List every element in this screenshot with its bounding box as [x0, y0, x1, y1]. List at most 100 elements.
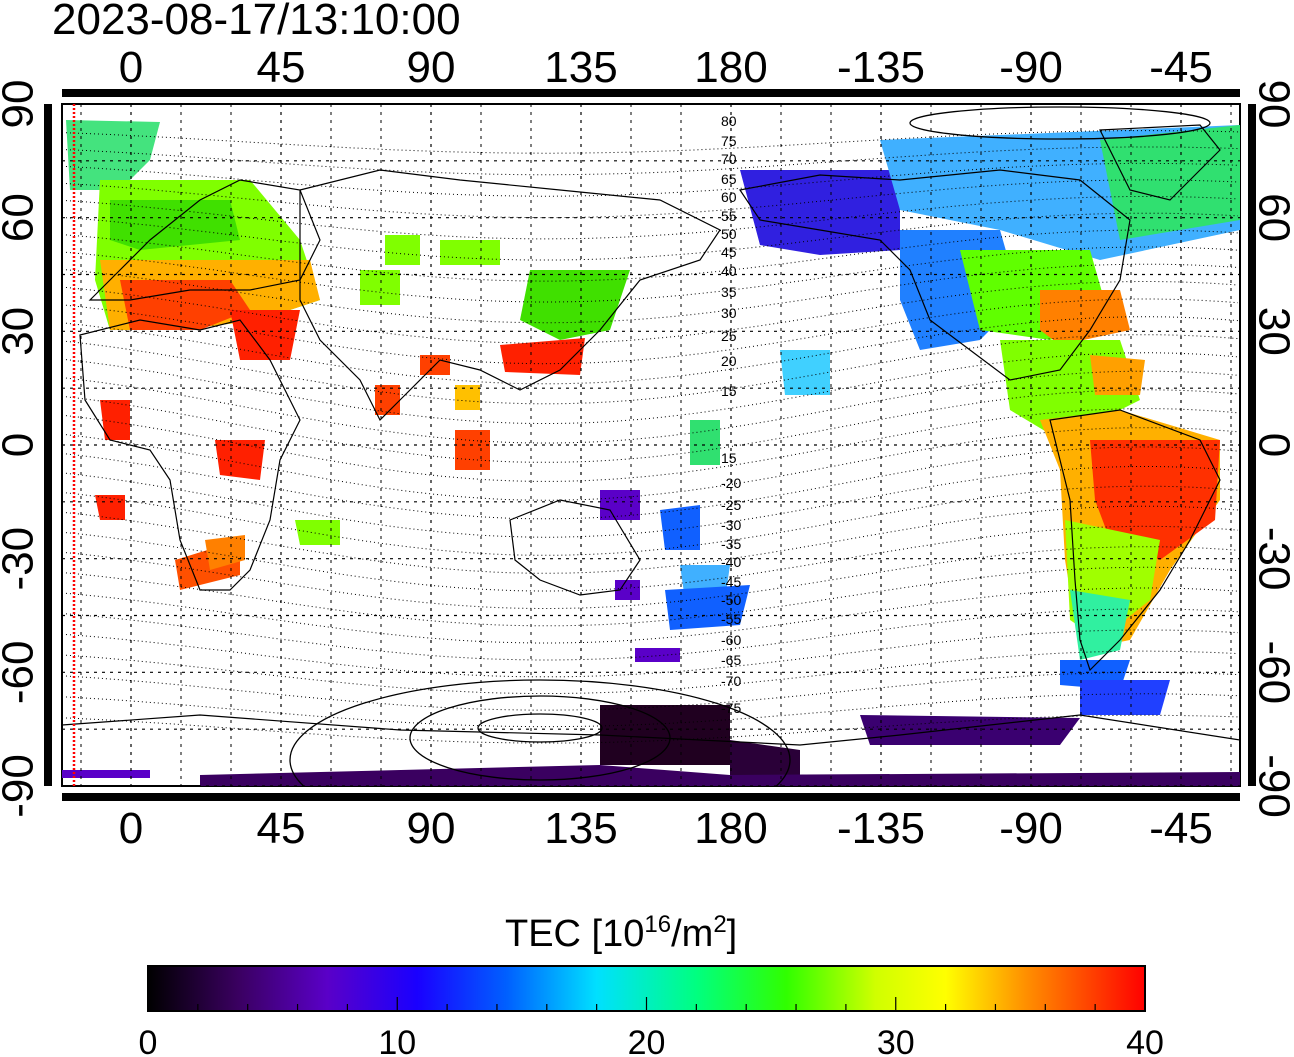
- colorbar-label: 40: [1126, 1024, 1164, 1057]
- mlat-label: 80: [721, 113, 737, 129]
- mlat-label: 60: [721, 189, 737, 205]
- graticule: [62, 104, 1240, 786]
- mlat-label: 75: [721, 133, 737, 149]
- mlat-contour: [62, 671, 1239, 711]
- lon-tick-label: 90: [407, 804, 456, 853]
- mlat-label: 40: [721, 263, 737, 279]
- mlat-label: -50: [721, 592, 741, 608]
- mlat-label: -30: [721, 517, 741, 533]
- africa-outline: [79, 319, 301, 591]
- magnetic-latitude-labels: 80 75 70 65 60 55 50 45 40 35 30 25 20 15 15 -20 -25 -30 -…: [721, 113, 741, 716]
- mlat-label: 55: [721, 208, 737, 224]
- mlat-label: -45: [721, 574, 741, 590]
- mlat-label: 70: [721, 151, 737, 167]
- mlat-label: 30: [721, 305, 737, 321]
- lon-tick-label: 180: [694, 43, 767, 92]
- latitude-ticks-left: 90 60 30 0 -30 -60 -90: [0, 80, 43, 818]
- lat-tick-label: 60: [0, 193, 43, 242]
- lat-tick-label: -60: [0, 641, 43, 705]
- mlat-label: 25: [721, 328, 737, 344]
- mlat-label: -65: [721, 652, 741, 668]
- mlat-label: -35: [721, 536, 741, 552]
- mlat-label: 20: [721, 353, 737, 369]
- lat-tick-label: 0: [1250, 433, 1294, 457]
- lon-tick-label: 135: [544, 804, 617, 853]
- mlat-label: 50: [721, 226, 737, 242]
- lat-tick-label: 60: [1250, 193, 1294, 242]
- mlat-label: -25: [721, 497, 741, 513]
- lat-tick-label: -90: [1250, 754, 1294, 818]
- mlat-contour: [62, 693, 1239, 728]
- lat-tick-label: 30: [1250, 307, 1294, 356]
- mlat-contour: [62, 179, 1239, 219]
- lon-tick-label: 180: [694, 804, 767, 853]
- mlat-contour: [62, 334, 1239, 405]
- lon-tick-label: -45: [1149, 804, 1213, 853]
- lat-tick-label: 30: [0, 307, 43, 356]
- colorbar: TEC [1016/m2] 0 10 20 30 40: [139, 911, 1164, 1057]
- magnetic-latitude-contours: [62, 106, 1239, 786]
- mlat-contour: [62, 525, 1239, 592]
- mlat-label: 15: [721, 450, 737, 466]
- mlat-contour: [62, 505, 1239, 574]
- lon-tick-label: 45: [257, 804, 306, 853]
- mlat-label: -55: [721, 611, 741, 627]
- lat-tick-label: -60: [1250, 641, 1294, 705]
- mlat-contour: [62, 212, 1239, 261]
- europe-outline: [88, 179, 321, 301]
- lon-tick-label: 0: [119, 804, 143, 853]
- lon-tick-label: -90: [999, 804, 1063, 853]
- lon-tick-label: -45: [1149, 43, 1213, 92]
- colorbar-label: 20: [628, 1024, 666, 1057]
- map-title: 2023-08-17/13:10:00: [52, 0, 461, 44]
- south-pole-contour-outer: [289, 679, 791, 786]
- colorbar-labels: 0 10 20 30 40: [139, 1024, 1164, 1057]
- lon-tick-label: 45: [257, 43, 306, 92]
- lat-tick-label: 90: [1250, 80, 1294, 129]
- asia-outline: [299, 169, 721, 422]
- lon-tick-label: -90: [999, 43, 1063, 92]
- greenland-outline: [1099, 124, 1221, 201]
- mlat-contour: [62, 316, 1239, 385]
- north-pole-contour: [909, 106, 1211, 140]
- mlat-contour: [62, 298, 1239, 365]
- bottom-axis-bar: [62, 793, 1240, 801]
- mlat-contour: [62, 162, 1239, 197]
- latitude-ticks-right: 90 60 30 0 -30 -60 -90: [1250, 80, 1294, 818]
- antarctica-outline: [62, 714, 1240, 746]
- lon-tick-label: 90: [407, 43, 456, 92]
- lon-tick-label: -135: [837, 43, 925, 92]
- lat-tick-label: -30: [0, 527, 43, 591]
- mlat-label: 35: [721, 284, 737, 300]
- longitude-ticks-bottom: 0 45 90 135 180 -135 -90 -45: [119, 804, 1213, 853]
- south-america-outline: [1049, 409, 1221, 672]
- lat-tick-label: -30: [1250, 527, 1294, 591]
- mlat-contour: [62, 629, 1239, 678]
- top-axis-bar: [62, 89, 1240, 97]
- mlat-label: -70: [721, 673, 741, 689]
- lon-tick-label: -135: [837, 804, 925, 853]
- colorbar-label: 0: [139, 1024, 158, 1057]
- lat-tick-label: 0: [0, 433, 43, 457]
- mlat-label: -75: [721, 700, 741, 716]
- mlat-contour: [62, 196, 1239, 240]
- mlat-contour: [62, 714, 1239, 744]
- australia-outline: [509, 499, 641, 596]
- right-axis-bar: [1248, 104, 1256, 786]
- lon-tick-label: 0: [119, 43, 143, 92]
- left-axis-bar: [44, 104, 52, 786]
- lon-tick-label: 135: [544, 43, 617, 92]
- mlat-label: 65: [721, 171, 737, 187]
- lat-tick-label: 90: [0, 80, 43, 129]
- longitude-ticks-top: 0 45 90 135 180 -135 -90 -45: [119, 43, 1213, 92]
- colorbar-label: 30: [877, 1024, 915, 1057]
- mlat-label: 15: [721, 383, 737, 399]
- mlat-label: -40: [721, 554, 741, 570]
- coastlines: [62, 124, 1240, 746]
- colorbar-label: 10: [378, 1024, 416, 1057]
- mlat-label: -60: [721, 632, 741, 648]
- south-pole-contour-inner: [477, 713, 603, 743]
- mlat-contour: [62, 130, 1239, 154]
- tec-data-layer: [62, 120, 1240, 786]
